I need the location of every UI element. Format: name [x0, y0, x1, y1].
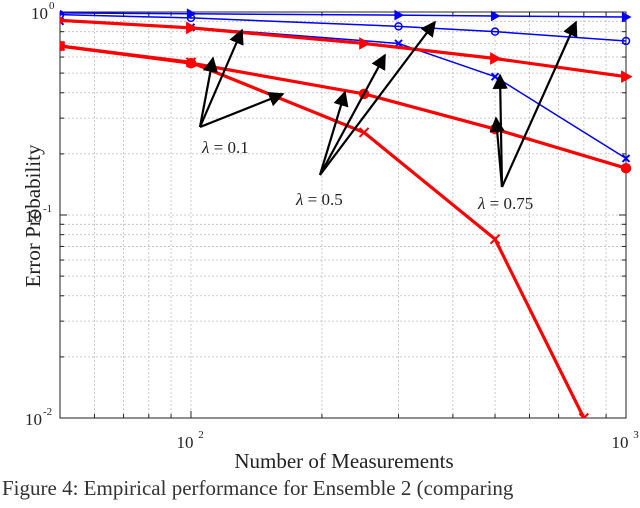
annotation-2-arrow-2	[319, 53, 386, 176]
series-3-point-5	[621, 154, 631, 163]
series-1-point-4	[490, 10, 501, 22]
annotation-1-label: λ = 0.1	[201, 138, 249, 157]
annotation-3-arrow-2	[489, 116, 505, 188]
annotation-2-arrow-1	[318, 90, 349, 176]
y-tick-label: 10	[25, 207, 42, 226]
annotation-2-label: λ = 0.5	[295, 190, 343, 209]
series-1-point-3	[394, 9, 405, 21]
figure-caption: Figure 4: Empirical performance for Ense…	[2, 476, 514, 500]
annotation-1-arrow-1	[198, 28, 244, 128]
y-tick-label: 10	[25, 410, 42, 429]
series-6	[60, 40, 590, 418]
x-tick-label: 10	[612, 433, 629, 452]
series-6-point-3	[358, 127, 370, 138]
grid-lines	[59, 11, 627, 419]
series-6-point-1	[60, 40, 66, 52]
series-layer	[60, 8, 632, 418]
series-4	[60, 16, 632, 84]
series-2	[60, 10, 631, 46]
series-4-point-5	[621, 70, 632, 84]
series-4-line	[60, 18, 627, 79]
y-tick-label-exponent: 0	[49, 0, 55, 12]
series-6-point-5	[578, 412, 590, 418]
annotation-3-value: = 0.75	[485, 194, 533, 213]
series-4-point-4	[490, 52, 502, 65]
y-tick-label-exponent: -2	[43, 406, 52, 418]
x-tick-label-exponent: 2	[198, 429, 204, 441]
series-4-point-2	[186, 21, 198, 35]
annotation-1-value: = 0.1	[209, 138, 248, 157]
series-1	[60, 8, 632, 23]
annotation-2-symbol: λ	[295, 190, 303, 209]
x-tick-label-exponent: 3	[633, 429, 639, 441]
series-3-point-4	[490, 72, 500, 81]
series-6-point-2	[185, 57, 197, 68]
annotation-2-value: = 0.5	[303, 190, 342, 209]
y-tick-label-exponent: -1	[43, 203, 52, 215]
series-1-point-5	[621, 11, 632, 23]
annotation-1-symbol: λ	[201, 138, 209, 157]
series-5-point-5	[620, 162, 632, 174]
annotation-3-label: λ = 0.75	[477, 194, 533, 213]
y-axis-label: Error Probability	[21, 144, 45, 287]
series-2-point-1	[60, 10, 65, 19]
annotations: λ = 0.1λ = 0.5 λ = 0.75	[198, 20, 578, 213]
annotation-2-arrow-3	[319, 20, 436, 176]
annotation-1-arrow-3	[199, 91, 285, 129]
series-2-point-3	[394, 22, 403, 31]
annotation-3-arrow-3	[500, 20, 578, 188]
series-2-point-2	[186, 13, 196, 23]
annotation-3-symbol: λ	[477, 194, 485, 213]
axis-ticks: 10 2 10 310 010 -110 -2	[25, 0, 639, 452]
annotation-1-arrow-2	[198, 56, 219, 128]
series-4-point-1	[60, 16, 67, 24]
series-2-point-4	[490, 27, 500, 36]
series-6-point-4	[489, 233, 501, 245]
x-axis-label: Number of Measurements	[234, 449, 453, 473]
series-2-line	[60, 13, 627, 42]
series-4-point-3	[359, 37, 371, 50]
y-tick-label: 10	[31, 4, 48, 23]
x-tick-label: 10	[176, 433, 193, 452]
series-2-point-5	[621, 36, 631, 46]
chart: 10 2 10 310 010 -110 -2 λ = 0.1λ = 0.5 λ = 0.75…	[21, 0, 639, 473]
